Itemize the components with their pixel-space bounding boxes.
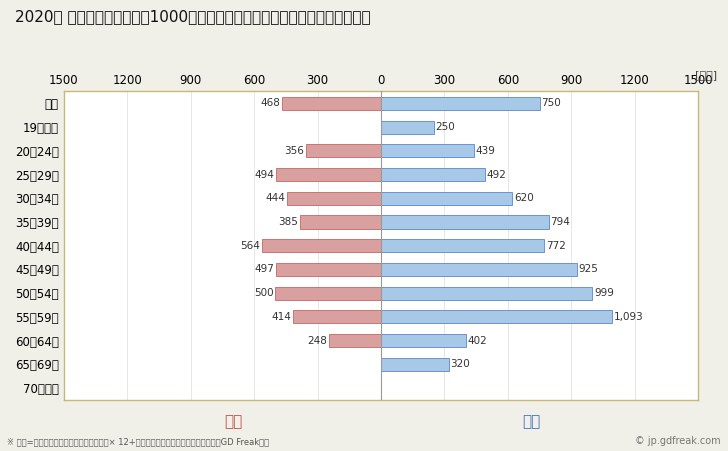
Bar	[287, 192, 381, 205]
Text: 925: 925	[578, 264, 598, 274]
Text: 402: 402	[467, 336, 488, 345]
Text: 500: 500	[254, 288, 274, 298]
Bar	[381, 192, 512, 205]
Text: [万円]: [万円]	[695, 70, 717, 80]
Bar	[277, 168, 381, 181]
Text: 320: 320	[451, 359, 470, 369]
Text: 250: 250	[435, 122, 455, 132]
Text: 494: 494	[255, 170, 274, 179]
Bar	[293, 310, 381, 323]
Text: 1,093: 1,093	[614, 312, 644, 322]
Bar	[381, 334, 466, 347]
Text: 2020年 民間企業（従業者数1000人以上）フルタイム労働者の男女別平均年収: 2020年 民間企業（従業者数1000人以上）フルタイム労働者の男女別平均年収	[15, 9, 370, 24]
Text: 750: 750	[541, 98, 561, 108]
Bar	[381, 263, 577, 276]
Bar	[282, 97, 381, 110]
Text: © jp.gdfreak.com: © jp.gdfreak.com	[635, 437, 721, 446]
Bar	[381, 310, 612, 323]
Text: 248: 248	[307, 336, 327, 345]
Text: 468: 468	[261, 98, 280, 108]
Bar	[381, 239, 545, 252]
Bar	[276, 263, 381, 276]
Bar	[328, 334, 381, 347]
Text: 492: 492	[487, 170, 507, 179]
Text: 356: 356	[284, 146, 304, 156]
Text: 444: 444	[266, 193, 285, 203]
Text: 男性: 男性	[522, 414, 541, 429]
Bar	[261, 239, 381, 252]
Text: 385: 385	[278, 217, 298, 227]
Text: 794: 794	[550, 217, 571, 227]
Bar	[381, 358, 448, 371]
Bar	[381, 216, 549, 229]
Text: 女性: 女性	[223, 414, 242, 429]
Bar	[381, 287, 593, 299]
Text: 772: 772	[546, 241, 566, 251]
Bar	[299, 216, 381, 229]
Text: 564: 564	[240, 241, 260, 251]
Bar	[381, 168, 485, 181]
Text: 497: 497	[254, 264, 274, 274]
Text: ※ 年収=「きまって支給する現金給与額」× 12+「年間賞与その他特別給与額」としてGD Freak推計: ※ 年収=「きまって支給する現金給与額」× 12+「年間賞与その他特別給与額」と…	[7, 437, 269, 446]
Bar	[381, 97, 539, 110]
Text: 620: 620	[514, 193, 534, 203]
Bar	[381, 144, 474, 157]
Text: 439: 439	[475, 146, 495, 156]
Bar	[275, 287, 381, 299]
Bar	[381, 120, 434, 133]
Bar	[306, 144, 381, 157]
Text: 999: 999	[594, 288, 614, 298]
Text: 414: 414	[272, 312, 292, 322]
